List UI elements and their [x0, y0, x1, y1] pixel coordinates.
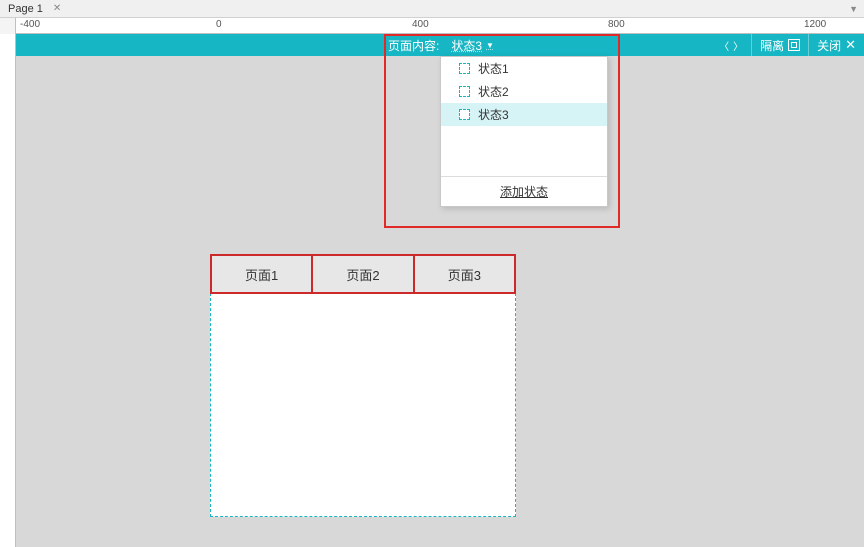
- state-swatch-icon: [459, 109, 470, 120]
- canvas-tab-widget[interactable]: 页面1 页面2 页面3: [210, 254, 516, 520]
- ruler-horizontal: -400040080012001600: [0, 18, 864, 34]
- isolate-label: 隔离: [760, 37, 784, 54]
- workspace: 页面内容: 状态3 ▼ 〈 〉 隔离 关闭 ✕ 状态1 状态2 状态3: [0, 34, 864, 547]
- dynamic-panel-toolbar: 页面内容: 状态3 ▼ 〈 〉 隔离 关闭 ✕: [16, 34, 864, 56]
- ruler-tick-label: 1200: [804, 19, 826, 30]
- canvas-tab[interactable]: 页面2: [311, 254, 414, 294]
- page-tab[interactable]: Page 1 ✕: [2, 0, 67, 17]
- close-label: 关闭: [817, 37, 841, 54]
- tab-panel-body: [210, 293, 516, 517]
- canvas-tab[interactable]: 页面1: [210, 254, 313, 294]
- canvas-tab[interactable]: 页面3: [413, 254, 516, 294]
- state-option-label: 状态2: [478, 83, 509, 100]
- page-tab-title: Page 1: [8, 3, 43, 15]
- canvas-tab-label: 页面3: [448, 265, 481, 284]
- canvas-tab-label: 页面2: [346, 265, 379, 284]
- canvas-tab-label: 页面1: [245, 265, 278, 284]
- state-dropdown-panel: 状态1 状态2 状态3 添加状态: [440, 56, 608, 207]
- ruler-tick-label: 0: [216, 19, 222, 30]
- close-icon[interactable]: ✕: [53, 3, 61, 14]
- isolate-button[interactable]: 隔离: [752, 34, 808, 56]
- close-panel-button[interactable]: 关闭 ✕: [809, 34, 864, 56]
- state-option-label: 状态1: [478, 60, 509, 77]
- state-dropdown-trigger[interactable]: 状态3 ▼: [445, 37, 500, 54]
- content-label: 页面内容:: [388, 37, 439, 54]
- state-swatch-icon: [459, 63, 470, 74]
- chevron-right-icon[interactable]: 〉: [733, 38, 743, 53]
- ruler-tick-label: -400: [20, 19, 40, 30]
- state-option-label: 状态3: [478, 106, 509, 123]
- add-state-label: 添加状态: [500, 185, 548, 199]
- ruler-vertical: [0, 34, 16, 547]
- dropdown-filler: [441, 126, 607, 176]
- ruler-tick-label: 800: [608, 19, 625, 30]
- chevron-down-icon: ▼: [486, 41, 494, 50]
- selected-state-label: 状态3: [451, 37, 482, 54]
- tabs-menu-caret-icon[interactable]: ▼: [849, 4, 858, 14]
- ruler-tick-label: 400: [412, 19, 429, 30]
- tab-row: 页面1 页面2 页面3: [210, 254, 516, 294]
- close-icon: ✕: [845, 37, 856, 53]
- chevron-left-icon[interactable]: 〈: [719, 38, 729, 53]
- ruler-corner: [0, 18, 16, 34]
- state-option[interactable]: 状态3: [441, 103, 607, 126]
- state-nav: 〈 〉: [711, 38, 751, 53]
- state-swatch-icon: [459, 86, 470, 97]
- isolate-icon: [788, 39, 800, 51]
- state-option[interactable]: 状态1: [441, 57, 607, 80]
- toolbar-right-controls: 〈 〉 隔离 关闭 ✕: [711, 34, 864, 56]
- add-state-button[interactable]: 添加状态: [441, 176, 607, 206]
- state-option[interactable]: 状态2: [441, 80, 607, 103]
- page-tabs-strip: Page 1 ✕ ▼: [0, 0, 864, 18]
